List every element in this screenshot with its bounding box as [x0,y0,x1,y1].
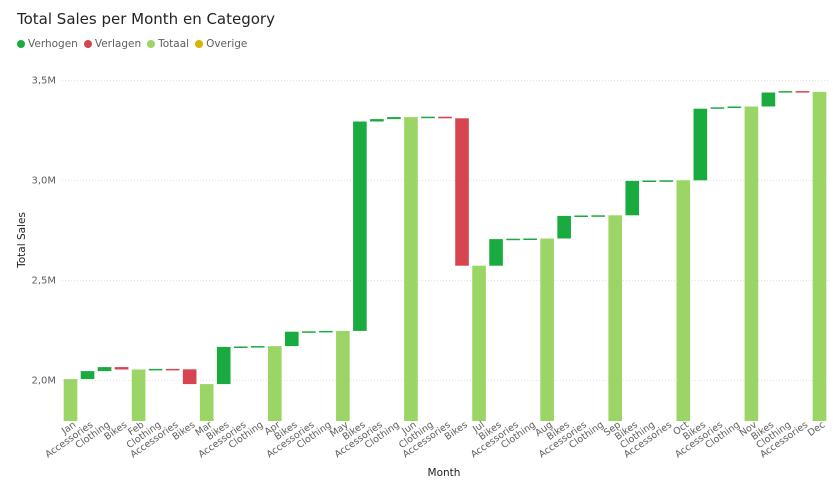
increase-bar[interactable] [233,346,248,349]
decrease-bar[interactable] [165,368,180,371]
legend-label: Verlagen [94,38,142,50]
total-bar[interactable] [199,384,214,421]
legend-item-verlagen[interactable]: Verlagen [83,38,142,50]
y-axis-ticks: 2,0M 2,5M 3,0M 3,5M [31,76,56,387]
total-bar[interactable] [131,369,146,422]
increase-bar[interactable] [523,238,537,241]
increase-bar[interactable] [319,330,333,333]
legend-label: Verhogen [28,38,78,50]
increase-bar[interactable] [421,116,435,119]
y-tick-label: 2,0M [31,376,56,387]
y-axis-title: Total Sales [16,212,28,269]
total-bar[interactable] [608,215,623,421]
decrease-bar[interactable] [795,91,810,93]
decrease-bar[interactable] [182,369,197,385]
total-bar[interactable] [744,106,759,422]
x-axis-ticks: JanAccessoriesClothingBikesFebClothingAc… [43,419,827,460]
increase-bar[interactable] [97,367,112,372]
increase-bar[interactable] [250,346,265,348]
increase-bar[interactable] [557,215,571,239]
total-bar[interactable] [472,265,486,421]
chart-title: Total Sales per Month en Category [17,10,275,28]
increase-bar[interactable] [489,239,503,266]
increase-bar[interactable] [216,346,231,385]
legend-item-verhogen[interactable]: Verhogen [17,38,78,50]
legend-label: Overige [206,38,248,50]
gridlines [62,80,828,381]
increase-bar[interactable] [710,107,725,109]
increase-bar[interactable] [625,180,640,216]
legend-dot-icon [83,40,92,48]
increase-bar[interactable] [642,180,657,183]
x-axis-title: Month [428,467,461,479]
bars [63,91,827,422]
x-tick-label: Dec [806,419,827,439]
decrease-bar[interactable] [455,118,469,266]
legend-label: Totaal [158,38,190,50]
increase-bar[interactable] [659,180,674,182]
legend-dot-icon [195,40,204,48]
increase-bar[interactable] [387,117,401,120]
total-bar[interactable] [676,180,691,421]
total-bar[interactable] [63,379,78,421]
increase-bar[interactable] [693,108,708,181]
increase-bar[interactable] [284,331,299,347]
increase-bar[interactable] [506,238,520,241]
legend-item-overige[interactable]: Overige [195,38,247,50]
decrease-bar[interactable] [114,367,129,370]
y-tick-label: 3,0M [31,176,56,187]
increase-bar[interactable] [302,331,316,333]
total-bar[interactable] [336,330,350,421]
y-tick-label: 3,5M [31,76,56,87]
total-bar[interactable] [540,238,554,422]
legend-dot-icon [17,40,25,48]
legend-item-totaal[interactable]: Totaal [147,38,189,50]
chart-legend: Verhogen Verlagen Totaal Overige [17,38,247,50]
increase-bar[interactable] [353,121,367,331]
increase-bar[interactable] [761,92,776,107]
increase-bar[interactable] [148,368,163,371]
increase-bar[interactable] [80,371,95,380]
increase-bar[interactable] [778,91,793,93]
total-bar[interactable] [812,91,827,422]
total-bar[interactable] [267,346,282,421]
increase-bar[interactable] [727,106,742,109]
increase-bar[interactable] [574,215,588,218]
decrease-bar[interactable] [438,116,452,119]
legend-dot-icon [147,40,156,48]
increase-bar[interactable] [591,215,606,217]
y-tick-label: 2,5M [31,276,56,287]
total-bar[interactable] [404,117,418,421]
increase-bar[interactable] [370,119,384,122]
